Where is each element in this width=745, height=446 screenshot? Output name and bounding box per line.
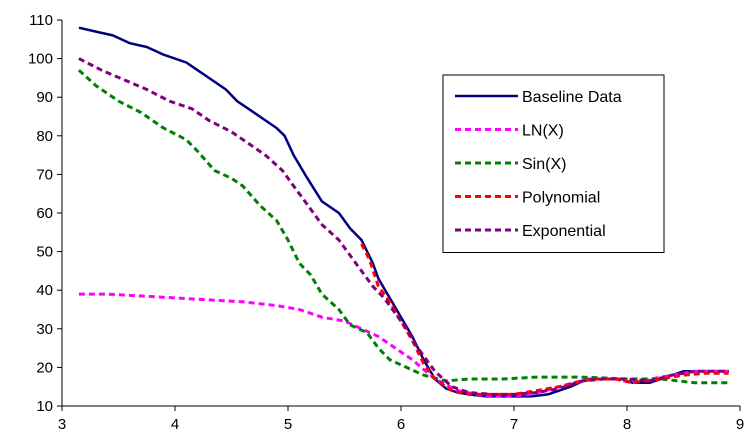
legend-label: Sin(X)	[522, 156, 566, 173]
y-tick-label: 50	[36, 244, 53, 261]
y-tick-label: 20	[36, 359, 53, 376]
y-tick-label: 60	[36, 205, 53, 222]
y-tick-label: 110	[29, 12, 53, 29]
series-line-polynomial	[360, 243, 729, 396]
y-tick-label: 30	[36, 321, 53, 338]
y-tick-label: 80	[36, 128, 53, 145]
x-tick-label: 6	[397, 416, 405, 433]
legend: Baseline Data LN(X) Sin(X) Polynomial Expone…	[442, 74, 665, 253]
legend-label: Polynomial	[522, 190, 600, 207]
series-line-ln-x	[78, 292, 729, 398]
x-tick-label: 3	[58, 416, 66, 433]
ticks: 10 20 30 40 50 60 70 80 90 100 110 3 4 5 6 7 8 9	[28, 12, 744, 433]
x-tick-label: 8	[623, 416, 631, 433]
x-tick-label: 4	[171, 416, 179, 433]
y-tick-label: 40	[36, 282, 53, 299]
series-line-sin-x	[77, 69, 729, 385]
legend-label: LN(X)	[522, 123, 564, 140]
x-tick-label: 9	[736, 416, 744, 433]
y-tick-label: 10	[36, 398, 53, 415]
legend-label: Exponential	[522, 223, 606, 240]
series-lines	[77, 26, 729, 398]
y-tick-label: 70	[36, 166, 53, 183]
x-tick-label: 5	[284, 416, 292, 433]
legend-label: Baseline Data	[522, 89, 622, 106]
y-tick-label: 100	[28, 51, 53, 68]
x-tick-label: 7	[510, 416, 518, 433]
y-tick-label: 90	[36, 89, 53, 106]
